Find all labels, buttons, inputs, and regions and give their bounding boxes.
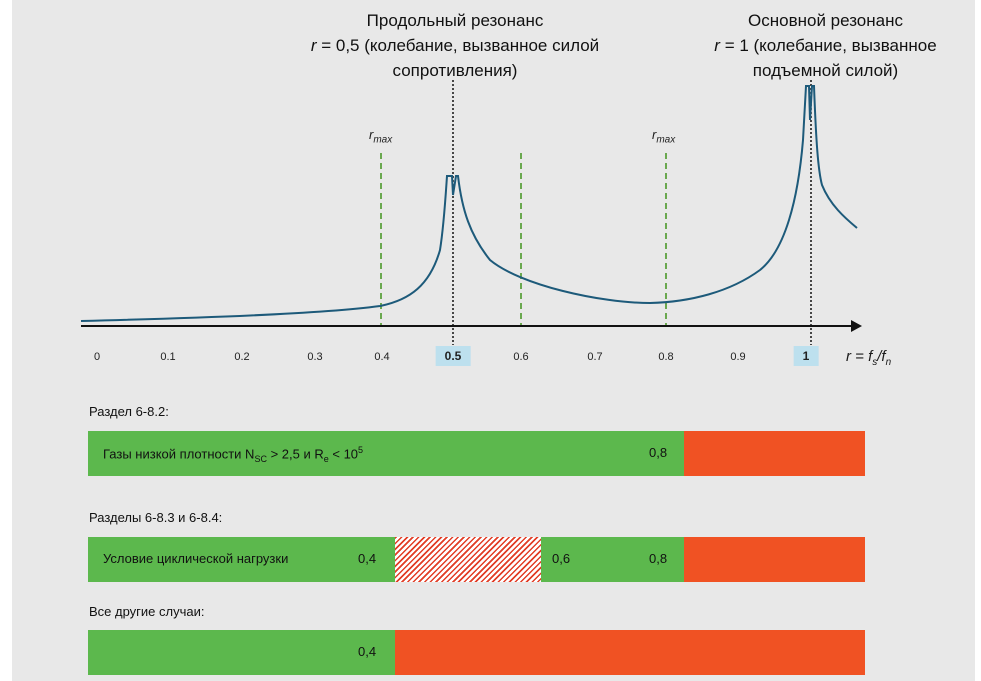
orange-segment — [684, 537, 865, 582]
tick-label: 1 — [793, 346, 819, 366]
hatched-segment — [395, 537, 541, 582]
green-segment — [88, 431, 684, 476]
longitudinal-resonance-line1: Продольный резонанс — [366, 11, 544, 30]
main-resonance-line2: r = 1 (колебание, вызванное — [683, 33, 968, 58]
tick-label: 0 — [93, 351, 101, 363]
longitudinal-resonance-label: Продольный резонанс r = 0,5 (колебание, … — [300, 8, 610, 83]
other-cases-title: Все другие случаи: — [89, 604, 205, 619]
tick-label: 0.1 — [160, 351, 176, 363]
longitudinal-resonance-line3: сопротивления) — [392, 61, 518, 80]
x-axis-arrow — [851, 320, 862, 332]
rmax-sub: max — [373, 134, 393, 146]
tick-label: 0.8 — [658, 351, 674, 363]
r-var: r — [714, 36, 720, 55]
orange-segment — [395, 630, 865, 675]
low-density-text: Газы низкой плотности N — [103, 446, 255, 462]
power-sup: 5 — [358, 445, 364, 455]
value-0-8: 0,8 — [649, 551, 668, 566]
tick-label: 0.6 — [513, 351, 529, 363]
tick-label: 0.2 — [234, 351, 250, 363]
axis-r: r — [846, 348, 851, 365]
green-segment — [541, 537, 684, 582]
main-resonance-label: Основной резонанс r = 1 (колебание, вызв… — [683, 8, 968, 83]
nsc-sub: SC — [254, 453, 267, 464]
rmax-label-left: rmax — [369, 127, 392, 146]
axis-sub-n: n — [885, 357, 892, 368]
rmax-base: r — [369, 127, 374, 142]
section-6-8-3-bar: Условие циклической нагрузки 0,4 0,6 0,8 — [88, 537, 865, 582]
tick-label: 0.9 — [730, 351, 746, 363]
main-resonance-line2-text: = 1 (колебание, вызванное — [719, 36, 937, 55]
main-resonance-line3: подъемной силой) — [752, 61, 899, 80]
other-cases-bar: 0,4 — [88, 630, 865, 675]
low-density-text-mid: > 2,5 и R — [266, 446, 324, 462]
main-resonance-line1: Основной резонанс — [748, 11, 903, 30]
section-6-8-2-bar: Газы низкой плотности NSC > 2,5 и Re < 1… — [88, 431, 865, 476]
value-0-4: 0,4 — [358, 644, 377, 659]
rmax-sub: max — [656, 134, 676, 146]
response-curve — [80, 85, 858, 322]
orange-segment — [684, 431, 865, 476]
longitudinal-resonance-line2: r = 0,5 (колебание, вызванное силой — [300, 33, 610, 58]
tick-label: 0.7 — [587, 351, 603, 363]
rmax-label-right: rmax — [652, 127, 675, 146]
re-sub: e — [323, 453, 329, 464]
cyclic-load-label: Условие циклической нагрузки — [103, 551, 289, 566]
axis-eq: = f — [851, 348, 873, 365]
green-segment — [88, 630, 395, 675]
section-6-8-3-title: Разделы 6-8.3 и 6-8.4: — [89, 510, 223, 525]
axis-slash: /f — [877, 348, 886, 365]
longitudinal-resonance-line2-text: = 0,5 (колебание, вызванное силой — [316, 36, 600, 55]
low-density-gas-label: Газы низкой плотности NSC > 2,5 и Re < 1… — [103, 445, 363, 464]
x-axis-label: r = fs/fn — [846, 348, 891, 368]
section-6-8-2-title: Раздел 6-8.2: — [89, 404, 169, 419]
value-0-4: 0,4 — [358, 551, 377, 566]
r-var: r — [310, 36, 317, 55]
tick-label: 0.4 — [374, 351, 390, 363]
green-segment — [88, 537, 395, 582]
value-0-6: 0,6 — [552, 551, 571, 566]
tick-label: 0.5 — [435, 346, 471, 366]
axis-sub-s: s — [872, 357, 878, 368]
rmax-base: r — [652, 127, 657, 142]
low-density-text-end: < 10 — [328, 446, 359, 462]
value-0-8: 0,8 — [649, 445, 668, 460]
tick-label: 0.3 — [307, 351, 323, 363]
